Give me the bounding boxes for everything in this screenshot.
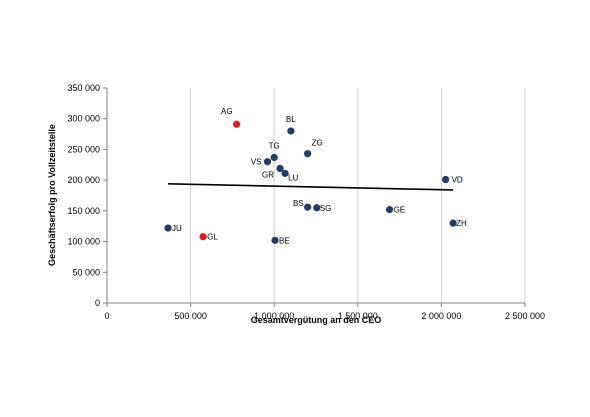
trendline — [168, 183, 454, 191]
point-gr — [276, 164, 284, 173]
point-be — [271, 236, 279, 244]
point-bl — [287, 127, 295, 135]
y-tick-label-0: 0 — [95, 298, 100, 308]
point-label-ju: JU — [172, 224, 182, 233]
point-ge — [385, 206, 394, 214]
point-label-gl: GL — [207, 233, 218, 242]
x-axis-title: Gesamtvergütung an den CEO — [251, 315, 382, 325]
point-label-ge: GE — [394, 206, 406, 215]
point-tg — [270, 153, 278, 162]
x-tick-label-5: 2 500 000 — [505, 311, 545, 321]
y-tick-label-7: 350 000 — [67, 83, 100, 93]
point-ag — [232, 120, 241, 128]
plot-background — [107, 88, 525, 303]
point-label-bl: BL — [286, 115, 296, 124]
x-tick-labels: 0 500 000 1 000 000 1 500 000 2 000 000 2 500… — [104, 311, 545, 321]
point-label-be: BE — [279, 236, 290, 245]
x-tick-label-2: 1 000 000 — [254, 311, 294, 321]
point-label-lu: LU — [288, 173, 298, 182]
point-zh — [449, 219, 457, 227]
point-zg — [304, 150, 312, 158]
x-tick-label-4: 2 000 000 — [421, 311, 461, 321]
point-label-bs: BS — [293, 199, 304, 208]
point-lu — [281, 169, 289, 177]
x-tick-label-1: 500 000 — [174, 311, 207, 321]
point-label-zh: ZH — [456, 219, 467, 228]
y-tick-label-1: 50 000 — [72, 267, 100, 277]
y-tick-label-2: 100 000 — [67, 237, 100, 247]
y-tick-labels: 0 50 000 100 000 150 000 200 000 250 000 300 0… — [67, 83, 100, 308]
point-ju — [164, 224, 172, 232]
y-tick-label-6: 300 000 — [67, 114, 100, 124]
x-tick-label-3: 1 500 000 — [338, 311, 378, 321]
point-vs — [263, 158, 272, 166]
point-bs — [304, 203, 312, 211]
point-label-zg: ZG — [312, 139, 323, 148]
point-label-sg: SG — [320, 204, 332, 213]
trendline-group — [168, 183, 454, 191]
y-tick-label-5: 250 000 — [67, 144, 100, 154]
point-gl — [199, 233, 207, 241]
point-label-ag: AG — [221, 107, 233, 116]
data-points — [164, 120, 457, 244]
x-tick-label-0: 0 — [104, 311, 109, 321]
axes — [103, 87, 526, 307]
point-label-vd: VD — [452, 176, 463, 185]
point-label-gr: GR — [262, 170, 274, 179]
point-label-vs: VS — [251, 158, 262, 167]
point-sg — [313, 204, 321, 212]
point-label-tg: TG — [269, 141, 280, 150]
y-axis-title: Geschäftserfolg pro Vollzeitstelle — [47, 124, 57, 266]
gridlines — [190, 88, 526, 303]
y-tick-label-3: 150 000 — [67, 206, 100, 216]
point-vd — [441, 175, 450, 184]
y-tick-label-4: 200 000 — [67, 175, 100, 185]
